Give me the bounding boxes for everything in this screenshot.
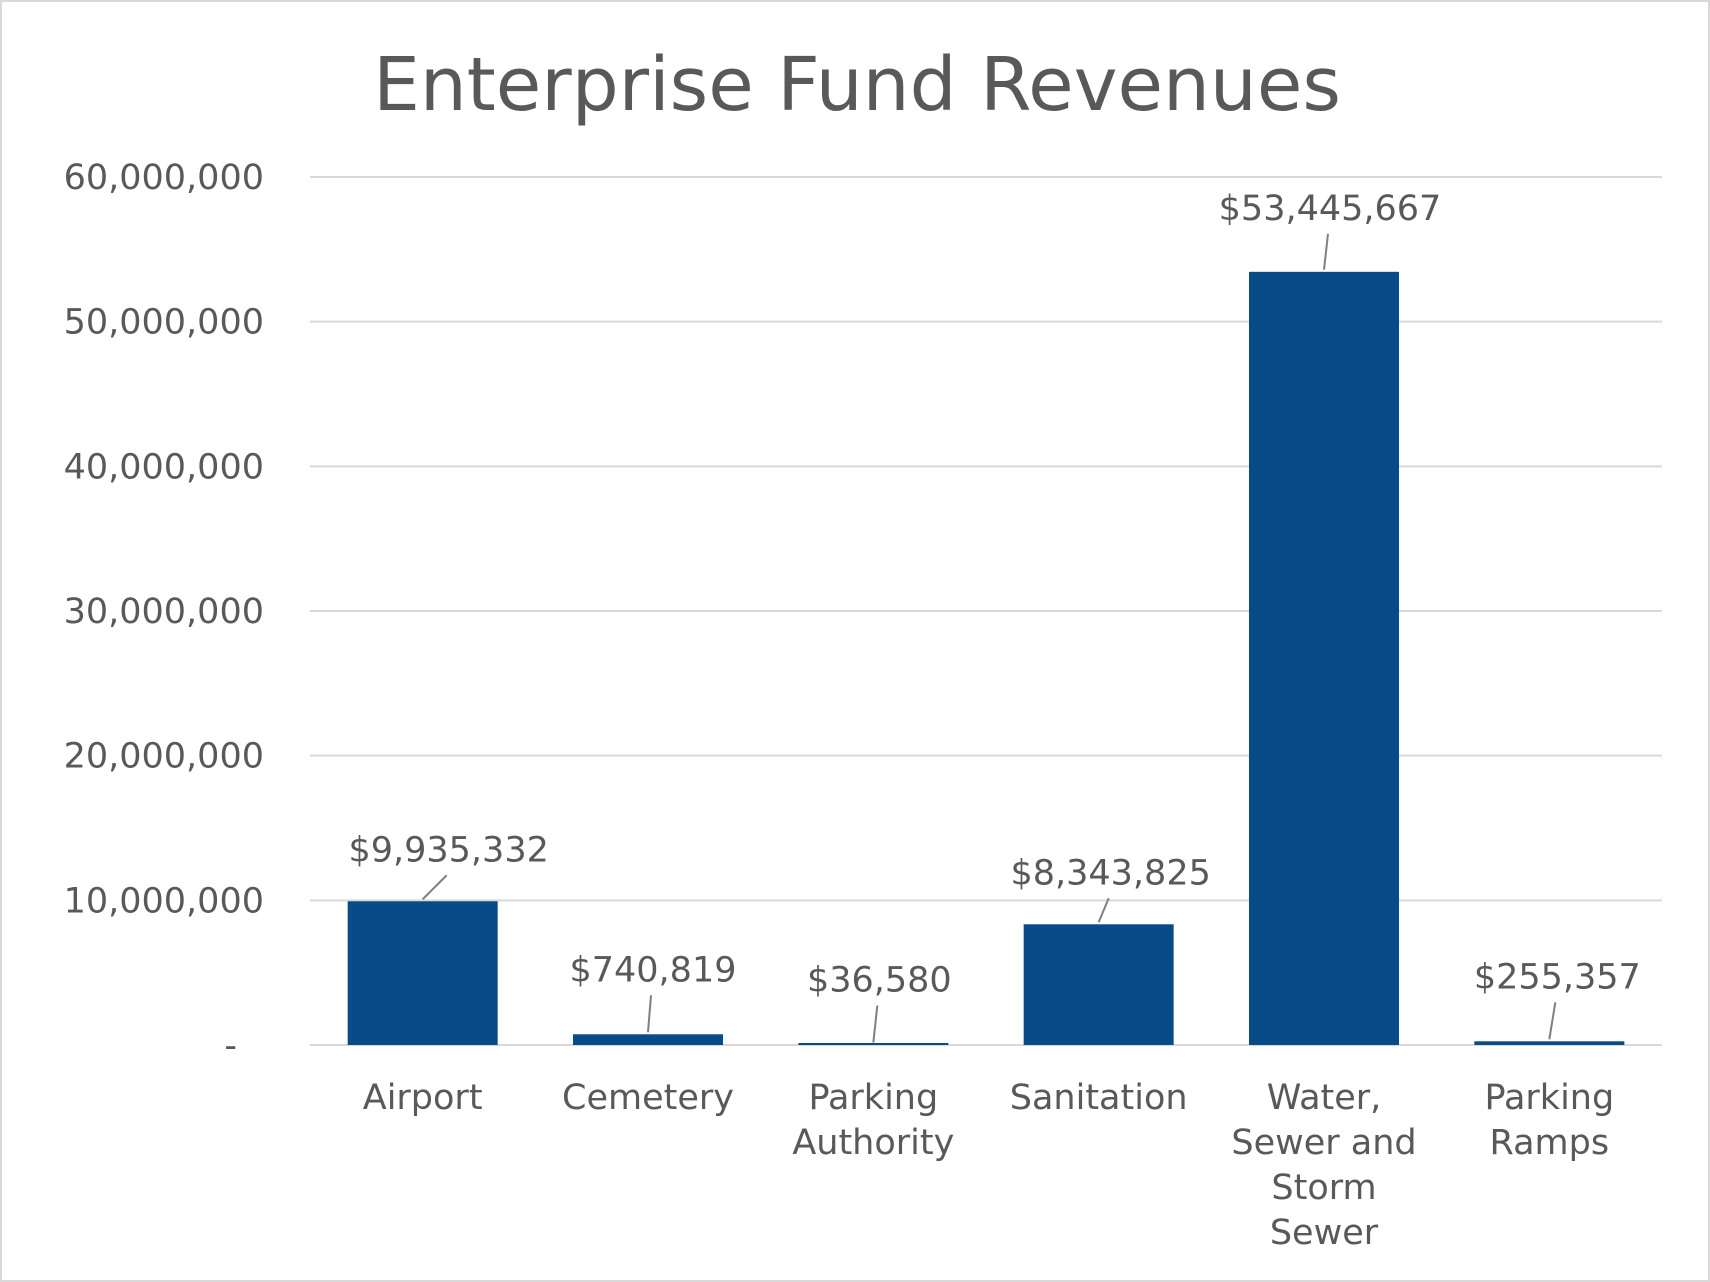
y-tick-label-4: 40,000,000 — [64, 447, 264, 487]
data-label-4: $53,445,667 — [1219, 189, 1442, 229]
y-tick-label-6: 60,000,000 — [64, 158, 264, 198]
category-label-5-line-0: Parking — [1484, 1078, 1614, 1118]
category-label-4-line-3: Sewer — [1270, 1213, 1379, 1253]
data-label-5: $255,357 — [1474, 957, 1641, 997]
category-label-0-line-0: Airport — [363, 1078, 483, 1118]
y-tick-label-0: - — [224, 1026, 237, 1066]
data-labels: $9,935,332 $740,819 $36,580 $8,343,825 $53,4… — [348, 189, 1640, 1001]
leader-line-1 — [647, 995, 652, 1033]
leader-line-4 — [1323, 233, 1329, 270]
leader-line-0 — [421, 874, 448, 900]
category-label-4-line-1: Sewer and — [1231, 1123, 1416, 1163]
y-tick-label-1: 10,000,000 — [64, 881, 264, 921]
category-label-2-line-0: Parking — [808, 1078, 938, 1118]
bar-5 — [1474, 1041, 1625, 1045]
leader-line-2 — [872, 1005, 879, 1043]
data-label-1: $740,819 — [569, 950, 736, 990]
chart-title: Enterprise Fund Revenues — [373, 42, 1341, 128]
bar-2 — [798, 1043, 949, 1045]
leader-line-5 — [1548, 1002, 1557, 1040]
category-label-5-line-1: Ramps — [1490, 1123, 1610, 1163]
data-label-0: $9,935,332 — [348, 830, 548, 870]
y-tick-label-2: 20,000,000 — [64, 737, 264, 777]
category-label-4-line-2: Storm — [1271, 1168, 1376, 1208]
category-label-2-line-1: Authority — [792, 1123, 954, 1163]
gridlines — [310, 176, 1662, 1046]
data-label-3: $8,343,825 — [1010, 853, 1210, 893]
bar-0 — [347, 901, 498, 1045]
bar-1 — [573, 1034, 723, 1045]
y-axis-ticks: - 10,000,000 20,000,000 30,000,000 40,000,00… — [64, 158, 264, 1066]
data-label-leaders — [421, 233, 1557, 1043]
category-label-4-line-0: Water, — [1267, 1078, 1382, 1118]
category-label-1-line-0: Cemetery — [562, 1078, 734, 1118]
leader-line-3 — [1097, 897, 1110, 923]
bar-4 — [1249, 271, 1399, 1045]
data-label-2: $36,580 — [807, 960, 952, 1000]
y-tick-label-5: 50,000,000 — [64, 303, 264, 343]
bars — [347, 271, 1625, 1045]
x-axis-categories: Airport Cemetery Parking Authority Sanitatio… — [363, 1078, 1614, 1253]
y-tick-label-3: 30,000,000 — [64, 592, 264, 632]
category-label-3-line-0: Sanitation — [1010, 1078, 1188, 1118]
bar-3 — [1023, 924, 1174, 1045]
